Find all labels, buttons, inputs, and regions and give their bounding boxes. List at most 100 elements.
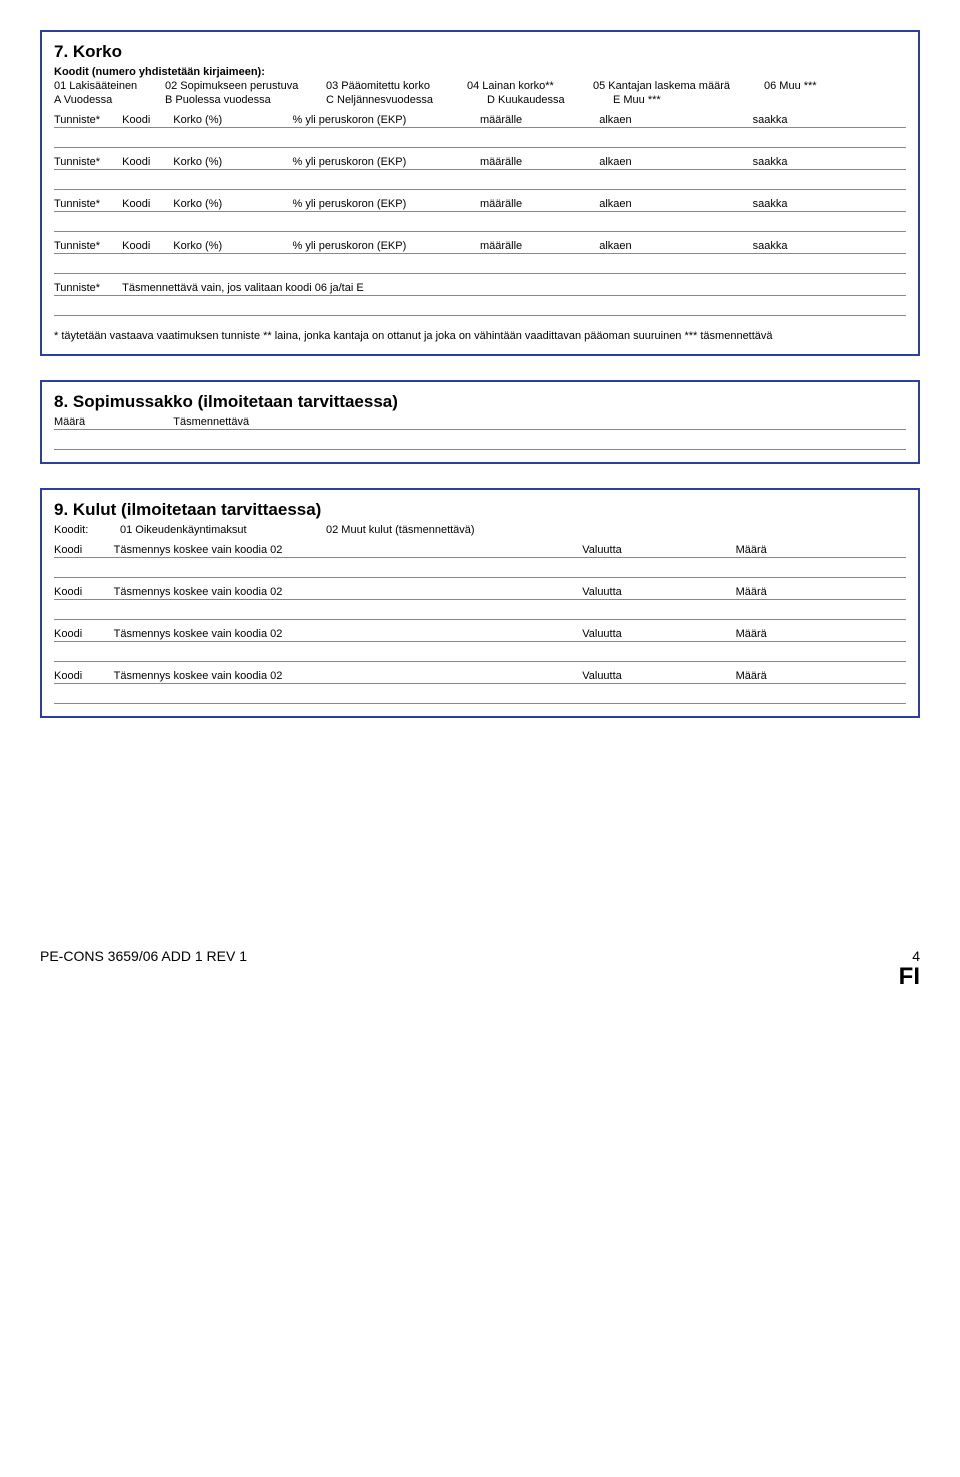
- inp-maara-3[interactable]: [480, 212, 599, 232]
- inp-saakka-3[interactable]: [753, 212, 906, 232]
- hdr-koodi: Koodi: [122, 156, 173, 170]
- s9-inp-valuutta-3[interactable]: [582, 642, 735, 662]
- inp-tunniste-3[interactable]: [54, 212, 122, 232]
- inp-koodi-4[interactable]: [122, 254, 173, 274]
- s9-code-02: 02 Muut kulut (täsmennettävä): [326, 524, 576, 536]
- inp-maara-4[interactable]: [480, 254, 599, 274]
- period-b: B Puolessa vuodessa: [165, 94, 320, 106]
- period-c: C Neljännesvuodessa: [326, 94, 481, 106]
- s9-inp-maara-4[interactable]: [736, 684, 906, 704]
- page-footer: PE-CONS 3659/06 ADD 1 REV 1 4 FI: [40, 948, 920, 991]
- section-8-table: Määrä Täsmennettävä: [54, 416, 906, 450]
- code-01: 01 Lakisääteinen: [54, 80, 159, 92]
- hdr-saakka: saakka: [753, 198, 906, 212]
- period-d: D Kuukaudessa: [487, 94, 607, 106]
- s9-inp-maara-2[interactable]: [736, 600, 906, 620]
- inp-tunniste-5[interactable]: [54, 296, 122, 316]
- s9-inp-koodi-2[interactable]: [54, 600, 114, 620]
- s9-hdr-koodi: Koodi: [54, 670, 114, 684]
- inp-alkaen-4[interactable]: [599, 254, 752, 274]
- inp-saakka-1[interactable]: [753, 128, 906, 148]
- footer-doc-ref: PE-CONS 3659/06 ADD 1 REV 1: [40, 948, 247, 964]
- inp-korko-2[interactable]: [173, 170, 292, 190]
- s9-inp-valuutta-1[interactable]: [582, 558, 735, 578]
- s9-hdr-valuutta: Valuutta: [582, 544, 735, 558]
- s9-inp-koodi-4[interactable]: [54, 684, 114, 704]
- inp-tunniste-2[interactable]: [54, 170, 122, 190]
- s9-inp-tasmennys-1[interactable]: [114, 558, 583, 578]
- s8-inp-tasmennettava[interactable]: [173, 430, 906, 450]
- inp-alkaen-1[interactable]: [599, 128, 752, 148]
- s9-inp-maara-1[interactable]: [736, 558, 906, 578]
- code-06: 06 Muu ***: [764, 80, 844, 92]
- hdr-korko: Korko (%): [173, 114, 292, 128]
- s9-inp-valuutta-2[interactable]: [582, 600, 735, 620]
- inp-koodi-2[interactable]: [122, 170, 173, 190]
- code-04: 04 Lainan korko**: [467, 80, 587, 92]
- code-02: 02 Sopimukseen perustuva: [165, 80, 320, 92]
- s9-hdr-koodi: Koodi: [54, 628, 114, 642]
- section-7-codes-period: A Vuodessa B Puolessa vuodessa C Neljänn…: [54, 94, 906, 106]
- s8-inp-maara[interactable]: [54, 430, 173, 450]
- hdr-alkaen: alkaen: [599, 198, 752, 212]
- footer-page-number: 4: [912, 948, 920, 964]
- interest-row-3: Tunniste* Koodi Korko (%) % yli peruskor…: [54, 198, 906, 232]
- inp-korko-3[interactable]: [173, 212, 292, 232]
- inp-maara-1[interactable]: [480, 128, 599, 148]
- s9-inp-koodi-3[interactable]: [54, 642, 114, 662]
- inp-tunniste-4[interactable]: [54, 254, 122, 274]
- inp-alkaen-2[interactable]: [599, 170, 752, 190]
- hdr-tunniste: Tunniste*: [54, 198, 122, 212]
- hdr-korko: Korko (%): [173, 198, 292, 212]
- hdr-maara: määrälle: [480, 198, 599, 212]
- s9-hdr-koodi: Koodi: [54, 544, 114, 558]
- hdr-yli: % yli peruskoron (EKP): [293, 156, 480, 170]
- inp-koodi-3[interactable]: [122, 212, 173, 232]
- s9-hdr-valuutta: Valuutta: [582, 586, 735, 600]
- s9-hdr-tasmennys: Täsmennys koskee vain koodia 02: [114, 628, 583, 642]
- hdr-korko: Korko (%): [173, 240, 292, 254]
- hdr-koodi: Koodi: [122, 114, 173, 128]
- inp-koodi-1[interactable]: [122, 128, 173, 148]
- s9-hdr-tasmennys: Täsmennys koskee vain koodia 02: [114, 586, 583, 600]
- hdr-yli: % yli peruskoron (EKP): [293, 240, 480, 254]
- inp-maara-2[interactable]: [480, 170, 599, 190]
- s9-hdr-tasmennys: Täsmennys koskee vain koodia 02: [114, 670, 583, 684]
- period-a: A Vuodessa: [54, 94, 159, 106]
- s9-row-4: Koodi Täsmennys koskee vain koodia 02 Va…: [54, 670, 906, 704]
- inp-yli-1[interactable]: [293, 128, 480, 148]
- code-05: 05 Kantajan laskema määrä: [593, 80, 758, 92]
- s9-inp-valuutta-4[interactable]: [582, 684, 735, 704]
- hdr-yli: % yli peruskoron (EKP): [293, 198, 480, 212]
- interest-row-4: Tunniste* Koodi Korko (%) % yli peruskor…: [54, 240, 906, 274]
- hdr-koodi: Koodi: [122, 240, 173, 254]
- inp-tunniste-1[interactable]: [54, 128, 122, 148]
- inp-saakka-2[interactable]: [753, 170, 906, 190]
- interest-row-1: Tunniste* Koodi Korko (%) % yli peruskor…: [54, 114, 906, 148]
- inp-specify[interactable]: [122, 296, 906, 316]
- s9-hdr-maara: Määrä: [736, 544, 906, 558]
- s9-row-1: Koodi Täsmennys koskee vain koodia 02 Va…: [54, 544, 906, 578]
- s9-inp-tasmennys-3[interactable]: [114, 642, 583, 662]
- hdr-maara: määrälle: [480, 240, 599, 254]
- inp-saakka-4[interactable]: [753, 254, 906, 274]
- inp-yli-3[interactable]: [293, 212, 480, 232]
- hdr-yli: % yli peruskoron (EKP): [293, 114, 480, 128]
- s9-inp-tasmennys-2[interactable]: [114, 600, 583, 620]
- hdr-maara: määrälle: [480, 156, 599, 170]
- section-9-kulut: 9. Kulut (ilmoitetaan tarvittaessa) Kood…: [40, 488, 920, 718]
- s9-code-01: 01 Oikeudenkäyntimaksut: [120, 524, 320, 536]
- s9-row-3: Koodi Täsmennys koskee vain koodia 02 Va…: [54, 628, 906, 662]
- inp-korko-4[interactable]: [173, 254, 292, 274]
- s9-inp-koodi-1[interactable]: [54, 558, 114, 578]
- inp-yli-4[interactable]: [293, 254, 480, 274]
- section-7-title: 7. Korko: [54, 42, 906, 62]
- inp-alkaen-3[interactable]: [599, 212, 752, 232]
- section-9-codes: Koodit: 01 Oikeudenkäyntimaksut 02 Muut …: [54, 524, 906, 536]
- interest-row-specify: Tunniste* Täsmennettävä vain, jos valita…: [54, 282, 906, 316]
- inp-yli-2[interactable]: [293, 170, 480, 190]
- s9-inp-maara-3[interactable]: [736, 642, 906, 662]
- section-7-footnote: * täytetään vastaava vaatimuksen tunnist…: [54, 330, 906, 342]
- inp-korko-1[interactable]: [173, 128, 292, 148]
- s9-inp-tasmennys-4[interactable]: [114, 684, 583, 704]
